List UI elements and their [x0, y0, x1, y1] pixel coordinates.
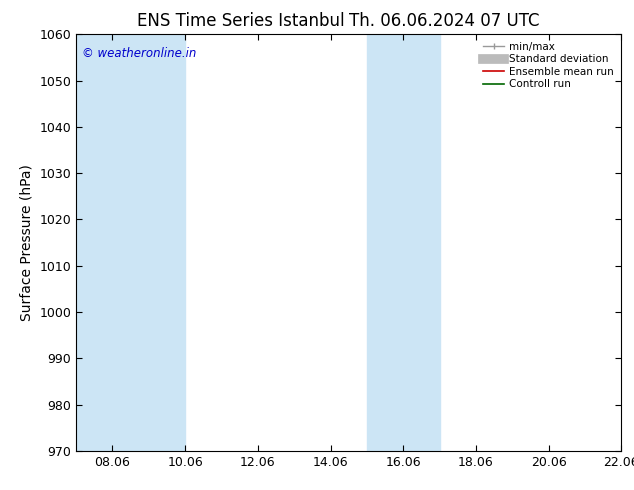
Legend: min/max, Standard deviation, Ensemble mean run, Controll run: min/max, Standard deviation, Ensemble me… [481, 40, 616, 92]
Y-axis label: Surface Pressure (hPa): Surface Pressure (hPa) [20, 164, 34, 321]
Bar [367, 34, 439, 451]
Text: ENS Time Series Istanbul: ENS Time Series Istanbul [137, 12, 345, 30]
Text: © weatheronline.in: © weatheronline.in [82, 47, 196, 60]
Text: Th. 06.06.2024 07 UTC: Th. 06.06.2024 07 UTC [349, 12, 539, 30]
Bar [76, 34, 185, 451]
